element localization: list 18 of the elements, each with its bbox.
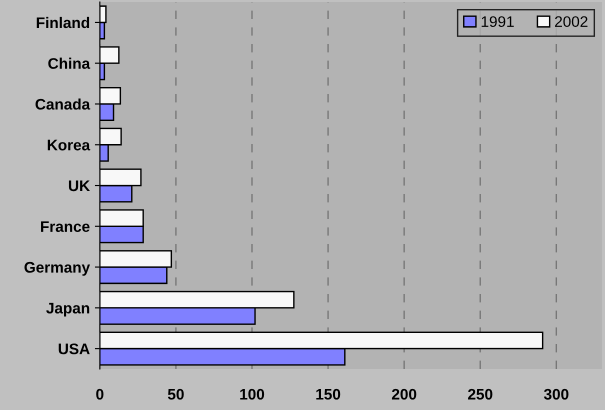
y-tick-label: China [48,58,90,69]
x-tick-label: 50 [168,388,184,400]
x-tick-label: 250 [468,388,492,400]
x-tick-label: 300 [544,388,568,400]
y-tick-label: France [41,221,90,232]
y-tick-label: Korea [48,140,90,150]
y-tick-label: Finland [36,16,90,28]
legend-label: 2002 [555,16,588,28]
x-tick-label: 150 [316,388,340,400]
y-tick-label: USA [58,343,90,354]
y-tick-label: Japan [46,302,90,317]
y-tick-label: Germany [24,262,90,276]
y-tick-label: UK [68,180,90,192]
legend-label: 1991 [482,16,514,28]
x-tick-label: 0 [96,388,104,400]
y-tick-label: Canada [36,98,90,110]
x-tick-label: 100 [240,388,264,400]
x-tick-label: 200 [392,388,416,400]
